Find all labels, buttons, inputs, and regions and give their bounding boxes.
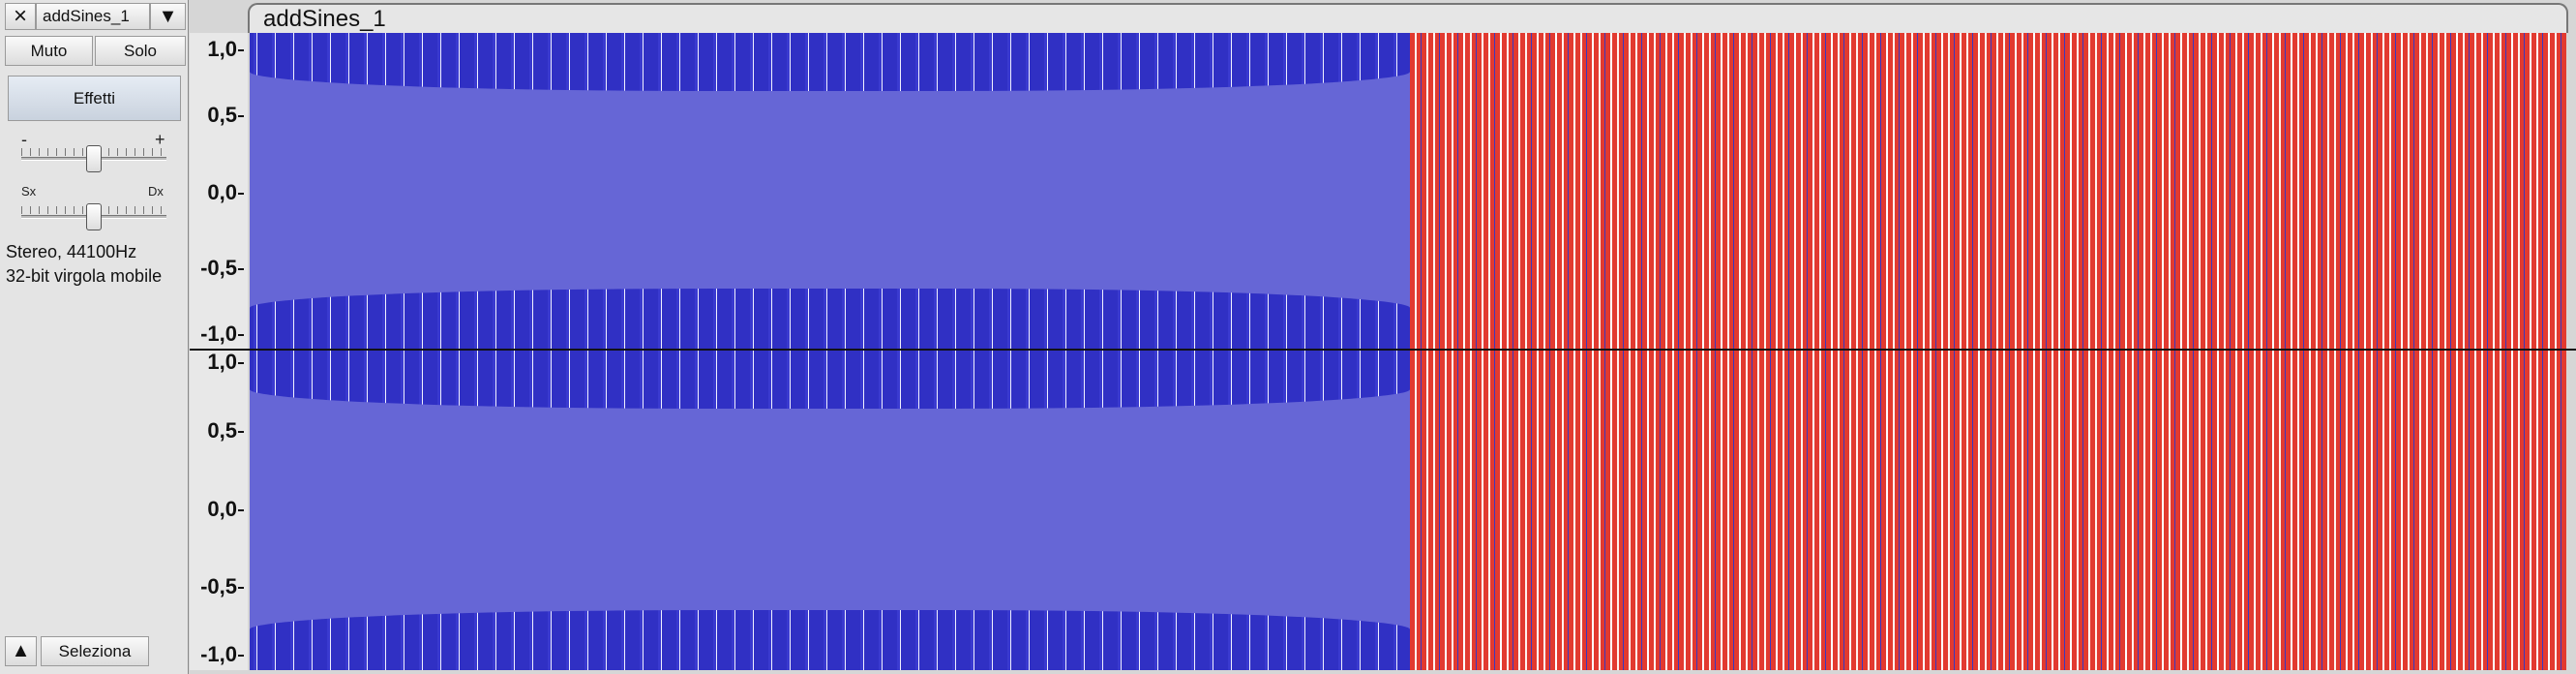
- pan-thumb[interactable]: [86, 203, 102, 230]
- waveform-peak: [250, 33, 1410, 91]
- gain-min-label: -: [21, 130, 27, 149]
- clip-title-bar[interactable]: addSines_1: [248, 3, 2568, 33]
- solo-button[interactable]: Solo: [95, 36, 186, 66]
- ruler-label: -1,0: [200, 322, 244, 347]
- ruler-label: 0,0: [207, 180, 244, 205]
- clip-title: addSines_1: [263, 6, 386, 32]
- waveform-channel: [250, 33, 1410, 349]
- waveform-peak: [250, 610, 1410, 670]
- track-format: Stereo, 44100Hz: [6, 242, 137, 261]
- ruler-label: 0,5: [207, 418, 244, 444]
- effects-button[interactable]: Effetti: [8, 76, 181, 121]
- track-menu-arrow[interactable]: ▼: [150, 3, 186, 30]
- gain-max-label: +: [155, 130, 165, 149]
- waveform-channel: [250, 351, 1410, 670]
- vertical-ruler: 1,0 0,5 0,0 -0,5 -1,0: [190, 33, 248, 349]
- channel-separator: [190, 349, 2576, 351]
- ruler-label: -0,5: [200, 256, 244, 281]
- ruler-label: 1,0: [207, 350, 244, 375]
- vertical-ruler: 1,0 0,5 0,0 -0,5 -1,0: [190, 350, 248, 670]
- track-sample-format: 32-bit virgola mobile: [6, 266, 163, 286]
- ruler-label: -0,5: [200, 574, 244, 599]
- track-control-panel: × addSines_1 ▼ Muto Solo Effetti - + Sx …: [0, 0, 189, 674]
- track-name-menu[interactable]: addSines_1: [36, 3, 150, 30]
- gain-thumb[interactable]: [86, 145, 102, 172]
- waveform-selected: [1410, 33, 2566, 349]
- mute-button[interactable]: Muto: [5, 36, 93, 66]
- waveform-selected: [1410, 351, 2566, 670]
- waveform-peak: [250, 351, 1410, 409]
- waveform-peak: [250, 289, 1410, 349]
- pan-right-label: Dx: [148, 184, 164, 199]
- ruler-label: 0,5: [207, 103, 244, 128]
- select-button[interactable]: Seleziona: [41, 636, 149, 666]
- ruler-label: 1,0: [207, 37, 244, 62]
- close-button[interactable]: ×: [5, 3, 36, 30]
- pan-left-label: Sx: [21, 184, 37, 199]
- ruler-label: 0,0: [207, 497, 244, 522]
- collapse-button[interactable]: ▲: [5, 636, 37, 666]
- ruler-label: -1,0: [200, 642, 244, 667]
